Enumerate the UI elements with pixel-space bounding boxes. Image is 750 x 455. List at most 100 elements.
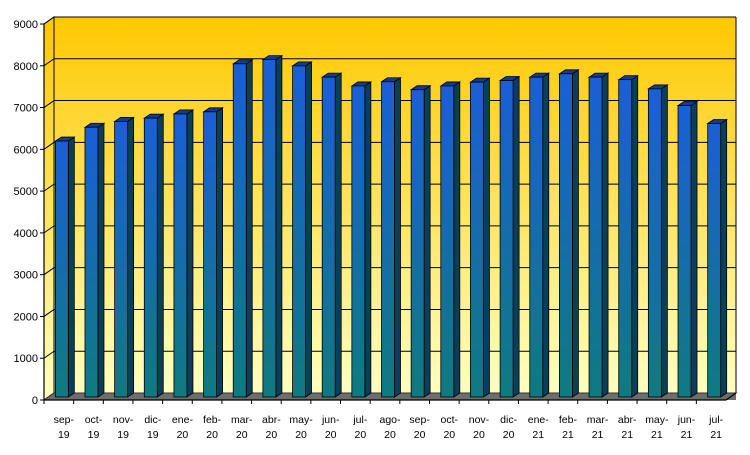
bar-front <box>588 76 603 398</box>
bar-side <box>690 100 698 398</box>
plot-side-wall <box>43 16 55 401</box>
gridline-side <box>43 309 55 317</box>
x-tick-label-month: may- <box>645 414 669 426</box>
x-tick-label-year: 20 <box>473 429 485 441</box>
bar-side <box>275 54 283 398</box>
x-tick-label-month: sep- <box>54 414 75 426</box>
x-tick-label-month: oct- <box>85 414 103 426</box>
x-tick-label-month: feb- <box>559 414 578 426</box>
bar-front <box>647 88 662 398</box>
bar <box>647 84 669 398</box>
bar-side <box>364 81 372 398</box>
bar-side <box>67 136 75 398</box>
bar-front <box>321 76 336 398</box>
bar <box>350 81 373 398</box>
bar-side <box>305 61 312 398</box>
x-tick-label-month: jun- <box>321 414 340 426</box>
bar-front <box>262 59 277 398</box>
bar-front <box>470 81 484 398</box>
bar-side <box>186 109 194 398</box>
x-tick-label-year: 21 <box>681 429 693 441</box>
bar <box>113 116 135 398</box>
x-tick-label-year: 20 <box>503 429 515 441</box>
y-tick-label: 7000 <box>14 103 38 115</box>
bar <box>291 61 313 398</box>
bar-front <box>203 111 217 398</box>
bar <box>498 75 521 398</box>
x-tick-label-month: mar- <box>231 414 253 426</box>
bar-front <box>677 105 692 398</box>
bar-front <box>84 126 99 398</box>
bar-front <box>143 117 158 398</box>
x-tick-label-month: jun- <box>677 414 696 426</box>
x-tick-label-month: jul- <box>708 414 724 426</box>
gridline-side <box>43 183 55 192</box>
bar-side <box>572 69 579 398</box>
y-tick-label: 2000 <box>14 311 38 323</box>
bar-front <box>410 89 425 398</box>
bar-side <box>216 107 223 398</box>
x-tick-label-year: 21 <box>562 429 574 441</box>
bar <box>172 109 195 398</box>
x-tick-label-year: 20 <box>177 429 189 441</box>
x-tick-label-year: 20 <box>384 429 396 441</box>
x-tick-label-year: 19 <box>117 429 129 441</box>
y-tick-label: 6000 <box>14 144 38 156</box>
bar-side <box>156 113 164 398</box>
y-tick-label: 1000 <box>14 353 38 365</box>
x-tick-label-year: 20 <box>414 429 426 441</box>
x-tick-label-month: ago- <box>379 414 401 426</box>
y-tick-label: 5000 <box>14 186 38 198</box>
bar <box>528 72 551 398</box>
x-tick-label-year: 20 <box>443 429 455 441</box>
bar-side <box>601 72 609 398</box>
bar <box>469 77 491 398</box>
x-tick-label-month: oct- <box>441 414 459 426</box>
y-tick-label: 9000 <box>14 19 38 31</box>
gridline-side <box>43 58 55 67</box>
bar-side <box>127 116 135 398</box>
x-tick-label-month: jul- <box>352 414 368 426</box>
bar <box>83 122 106 398</box>
bar <box>676 100 699 398</box>
bar-front <box>232 63 247 398</box>
gridline-side <box>43 100 55 108</box>
x-axis-tick-labels: sep- 19 oct- 19 nov- 19 dic- 19 ene- 20 feb- 20 mar-… <box>54 414 724 441</box>
bar <box>617 74 640 398</box>
x-tick-label-year: 20 <box>295 429 307 441</box>
bar-front <box>351 85 366 398</box>
bar-front <box>499 80 514 398</box>
x-tick-label-year: 21 <box>592 429 604 441</box>
y-axis-tick-labels: 0 1000 2000 3000 4000 5000 6000 7000 8000 9000 <box>14 19 38 407</box>
bar-front <box>559 73 573 398</box>
bar <box>409 84 432 398</box>
x-axis-depth-line <box>725 392 737 401</box>
x-tick-label-year: 21 <box>651 429 663 441</box>
y-tick-label: 3000 <box>14 270 38 282</box>
y-tick-label: 4000 <box>14 228 38 240</box>
x-tick-label-month: nov- <box>113 414 134 426</box>
x-tick-label-year: 20 <box>206 429 218 441</box>
bar-front <box>707 123 722 398</box>
gridline-side <box>43 141 55 150</box>
bar-front <box>440 85 455 398</box>
bar-front <box>292 65 306 398</box>
x-tick-label-year: 20 <box>236 429 248 441</box>
x-tick-label-month: may- <box>289 414 313 426</box>
bar-side <box>453 81 461 398</box>
x-tick-label-year: 19 <box>147 429 159 441</box>
bar-side <box>660 84 668 398</box>
bar-side <box>334 72 342 398</box>
x-tick-label-year: 20 <box>355 429 367 441</box>
bar <box>231 59 254 398</box>
bar-side <box>720 118 728 398</box>
bar-front <box>618 79 633 398</box>
x-tick-label-year: 19 <box>88 429 100 441</box>
x-tick-label-month: nov- <box>469 414 490 426</box>
bar <box>142 113 165 398</box>
x-tick-label-month: feb- <box>203 414 222 426</box>
bar <box>439 81 462 398</box>
bar-front <box>529 76 544 398</box>
